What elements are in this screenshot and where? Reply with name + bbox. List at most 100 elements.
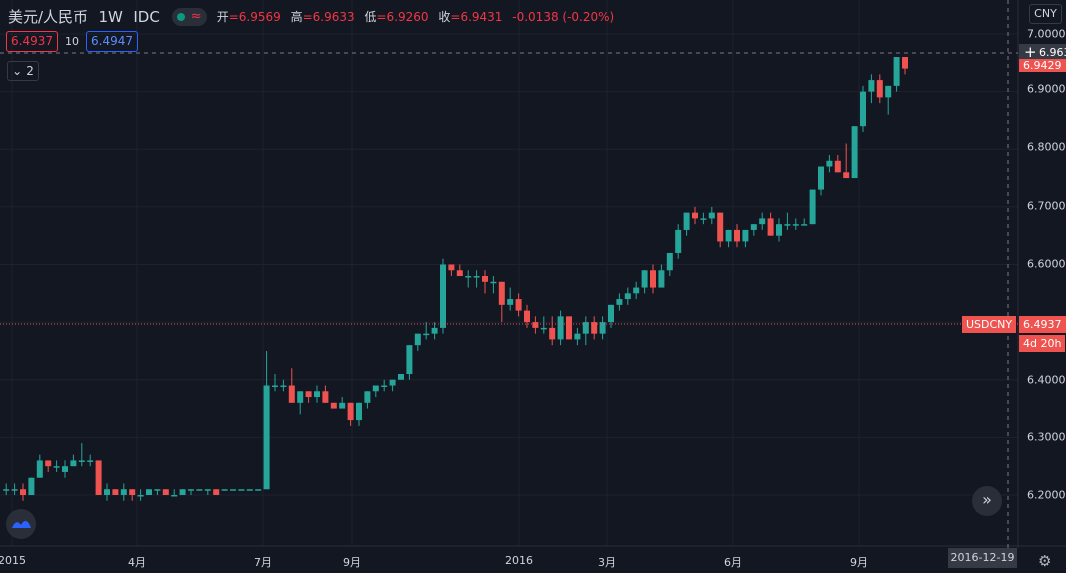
crosshair-plus-icon[interactable]: + [1024, 43, 1037, 61]
chart-legend: 美元/人民币 1W IDC ≈ 开=6.9569 高=6.9633 低=6.92… [8, 6, 620, 27]
candle-body [414, 333, 421, 346]
candle-body [53, 466, 60, 468]
x-tick: 3月 [598, 556, 616, 569]
y-tick: 6.6000 [1027, 257, 1066, 271]
candle-body [154, 489, 161, 491]
x-tick: 9月 [343, 556, 361, 569]
crosshair-date-label: 2016-12-19 [948, 548, 1017, 568]
candle-body [78, 460, 85, 462]
gear-icon[interactable]: ⚙ [1038, 552, 1052, 570]
candle-body [524, 310, 530, 323]
crosshair-price-tag: 6.9630 [1019, 44, 1066, 61]
candle-body [566, 316, 572, 340]
candle-body [246, 489, 253, 491]
candle-body [171, 495, 178, 497]
candle-body [574, 333, 581, 340]
indicators-toggle[interactable]: ⌄ 2 [7, 61, 39, 81]
candle-body [381, 385, 388, 388]
candle-body [818, 166, 824, 190]
candle-body [188, 489, 194, 491]
candle-body [423, 333, 430, 336]
candle-body [45, 460, 52, 467]
tradingview-logo-icon[interactable] [6, 509, 36, 539]
spread-value: 10 [65, 35, 79, 48]
candle-body [137, 495, 144, 497]
chevron-down-icon: ⌄ [12, 64, 23, 78]
candle-body [834, 160, 841, 173]
candle-body [683, 212, 690, 230]
candle-body [843, 172, 850, 179]
wave-icon: ≈ [190, 9, 202, 24]
candles-layer [3, 57, 908, 501]
y-tick: 6.7000 [1027, 199, 1066, 213]
candle-body [641, 270, 648, 288]
candle-body [498, 281, 505, 305]
x-tick: 6月 [724, 556, 742, 569]
candle-body [339, 402, 346, 409]
candle-body [851, 126, 858, 179]
candle-body [658, 270, 665, 288]
candle-body [28, 477, 35, 495]
low-value: =6.9260 [376, 10, 429, 24]
interval-label[interactable]: 1W [98, 7, 123, 26]
y-tick: 6.4000 [1027, 373, 1066, 387]
candle-body [448, 264, 455, 271]
candle-body [456, 270, 463, 277]
candle-body [776, 224, 782, 236]
candle-body [784, 224, 791, 226]
candle-body [809, 189, 816, 225]
candle-body [330, 402, 337, 409]
candle-body [347, 402, 354, 421]
candle-body [725, 229, 732, 242]
candle-body [112, 489, 119, 495]
change-value: -0.0138 (-0.20%) [512, 10, 615, 24]
candle-body [322, 391, 329, 403]
candle-body [288, 385, 295, 403]
candle-body [608, 304, 614, 323]
scroll-to-realtime-button[interactable]: » [972, 486, 1002, 516]
candle-body [582, 322, 589, 334]
candle-body [557, 316, 564, 340]
candle-body [482, 276, 488, 282]
candle-body [162, 489, 169, 495]
candle-body [801, 224, 808, 226]
market-status[interactable]: ≈ [171, 7, 207, 26]
candle-body [532, 322, 539, 328]
candle-body [230, 489, 236, 491]
x-tick: 2015 [0, 554, 26, 567]
candle-body [87, 460, 94, 462]
x-tick: 9月 [850, 556, 868, 569]
candle-body [717, 212, 724, 242]
candle-body [750, 224, 757, 230]
candle-body [666, 252, 673, 271]
sell-price-button[interactable]: 6.4937 [6, 31, 58, 52]
candle-body [213, 489, 220, 495]
candle-body [465, 276, 472, 278]
last-close-tag: 6.9429 [1019, 59, 1066, 72]
symbol-name[interactable]: 美元/人民币 [8, 8, 89, 26]
candle-body [356, 402, 362, 421]
exchange-label[interactable]: IDC [133, 7, 160, 26]
candle-body [305, 391, 312, 398]
buy-price-button[interactable]: 6.4947 [86, 31, 138, 52]
candle-body [507, 299, 514, 305]
y-tick: 6.3000 [1027, 430, 1066, 444]
candle-body [204, 489, 211, 491]
candle-body [95, 460, 102, 495]
candle-body [860, 91, 866, 127]
candle-body [431, 327, 438, 334]
indicator-count: 2 [26, 64, 34, 78]
candle-body [885, 85, 892, 98]
candle-body [120, 489, 127, 495]
candle-body [263, 385, 270, 490]
green-dot-icon [176, 12, 185, 21]
currency-button[interactable]: CNY [1029, 4, 1062, 24]
candle-body [767, 218, 774, 236]
candle-body [272, 385, 278, 388]
candle-body [473, 276, 480, 278]
candle-body [280, 385, 287, 388]
candle-body [11, 489, 18, 491]
candle-body [146, 489, 152, 495]
candle-body [734, 229, 740, 242]
